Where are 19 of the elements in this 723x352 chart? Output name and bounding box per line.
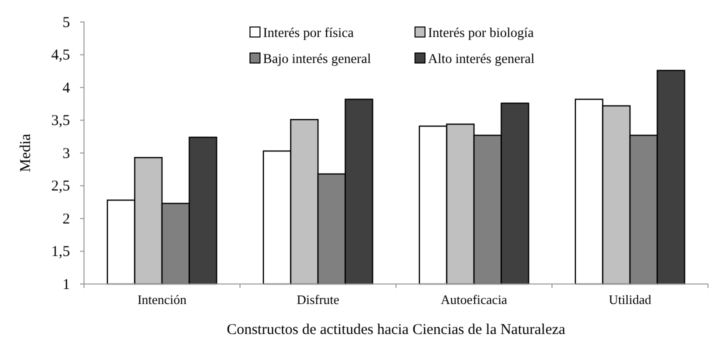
y-tick-label: 1,5 [51, 244, 70, 260]
x-tick-label: Utilidad [608, 292, 652, 307]
y-tick-label: 2 [62, 211, 70, 228]
y-tick-label: 4,5 [51, 48, 70, 64]
y-axis-title: Media [18, 134, 34, 172]
x-tick-label: Autoeficacia [440, 292, 508, 307]
legend-label: Interés por biología [428, 25, 534, 40]
x-tick-label: Disfrute [296, 292, 340, 307]
x-axis-title: Constructos de actitudes hacia Ciencias de la Naturaleza [226, 322, 566, 338]
y-tick-label: 4 [62, 80, 70, 96]
legend-label: Interés por física [263, 25, 354, 40]
legend-label: Bajo interés general [263, 51, 372, 66]
y-tick-label: 1 [62, 276, 70, 293]
x-tick-label: Intención [137, 292, 188, 307]
y-tick-label: 3 [62, 146, 70, 162]
y-tick-label: 5 [62, 14, 70, 31]
legend-label: Alto interés general [428, 51, 535, 66]
y-tick-label: 3,5 [51, 113, 70, 130]
y-tick-label: 2,5 [51, 178, 70, 195]
